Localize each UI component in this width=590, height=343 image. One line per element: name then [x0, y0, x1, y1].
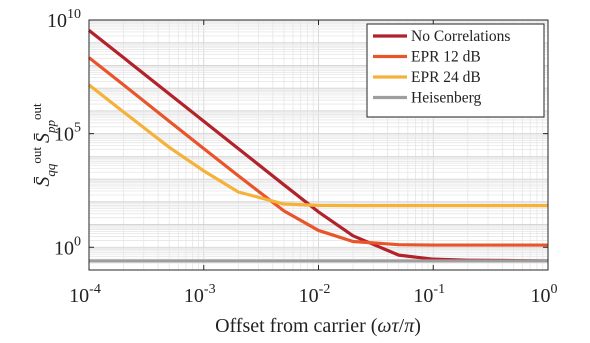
- y-tick-label: 1010: [47, 7, 81, 32]
- x-tick-label: 10-3: [184, 282, 216, 307]
- x-axis-label: Offset from carrier (ωτ/π): [215, 315, 421, 337]
- legend-label: Heisenberg: [411, 90, 482, 107]
- x-tick-label: 10-1: [413, 282, 445, 307]
- grid: [89, 20, 548, 270]
- svg-text:S̄qqoutS̄ppout: S̄qqoutS̄ppout: [29, 103, 58, 187]
- series-line-epr-24-db: [88, 83, 548, 208]
- legend-box: [366, 23, 545, 118]
- x-tick-label: 10-4: [69, 282, 101, 307]
- legend: No Correlations EPR 12 dB EPR 24 dB Heisenb…: [366, 23, 545, 118]
- axis-ticks: 10-4 10-3 10-2 10-1 100 100 105 1010: [47, 7, 558, 307]
- series-lines: [88, 29, 549, 263]
- legend-label: EPR 12 dB: [411, 49, 481, 66]
- legend-label: EPR 24 dB: [411, 69, 481, 86]
- x-tick-label: 100: [531, 282, 558, 307]
- x-tick-label: 10-2: [299, 282, 331, 307]
- series-line-epr-12-db: [88, 56, 548, 247]
- y-axis-label: S̄qqoutS̄ppout: [29, 103, 58, 187]
- y-tick-label: 105: [54, 121, 81, 146]
- legend-label: No Correlations: [411, 28, 510, 45]
- y-tick-label: 100: [54, 234, 81, 259]
